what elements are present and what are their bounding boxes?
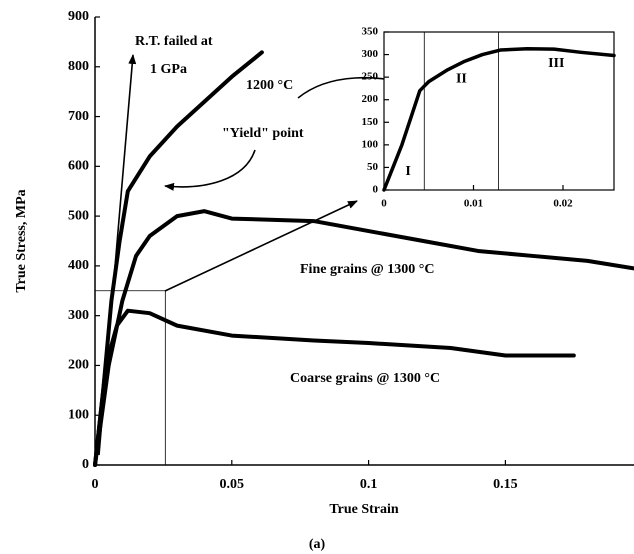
y-tick-label: 50 <box>367 161 379 173</box>
curve <box>93 308 576 467</box>
zoom-arrow <box>164 200 358 292</box>
y-tick-label: 250 <box>362 71 379 83</box>
series-label: 1200 °C <box>246 78 293 93</box>
series-label: Coarse grains @ 1300 °C <box>290 371 440 386</box>
region-label: III <box>548 56 564 71</box>
y-tick-label: 200 <box>362 93 379 105</box>
x-axis-label: True Strain <box>329 502 399 517</box>
y-tick-label: 300 <box>362 48 379 60</box>
curve <box>93 209 634 467</box>
y-tick-label: 100 <box>68 407 89 422</box>
y-tick-label: 900 <box>68 9 89 24</box>
y-tick-label: 800 <box>68 59 89 74</box>
annotation: R.T. failed at <box>135 34 213 49</box>
caption: (a) <box>309 537 326 552</box>
region-label: II <box>456 72 467 87</box>
x-tick-label: 0.1 <box>360 477 378 492</box>
curve <box>93 50 264 467</box>
y-tick-label: 700 <box>68 109 89 124</box>
curve <box>382 46 616 192</box>
annotation: 1 GPa <box>150 62 187 77</box>
annotation: "Yield" point <box>222 126 304 141</box>
x-tick-label: 0.05 <box>220 477 245 492</box>
region-label: I <box>405 164 410 179</box>
y-axis-label: True Stress, MPa <box>14 189 29 292</box>
inset-frame <box>383 31 615 191</box>
rt-arrow <box>98 54 137 456</box>
y-tick-label: 500 <box>68 208 89 223</box>
series-label: Fine grains @ 1300 °C <box>300 262 435 277</box>
y-tick-label: 0 <box>373 184 379 196</box>
x-tick-label: 0.01 <box>464 198 483 210</box>
y-tick-label: 600 <box>68 159 89 174</box>
y-tick-label: 0 <box>82 457 89 472</box>
x-tick-label: 0.02 <box>553 198 573 210</box>
yield-arrow <box>164 149 256 191</box>
x-tick-label: 0.15 <box>493 477 518 492</box>
y-tick-label: 150 <box>362 116 379 128</box>
x-tick-label: 0 <box>92 477 99 492</box>
x-tick-label: 0 <box>381 198 387 210</box>
y-tick-label: 300 <box>68 308 89 323</box>
y-tick-label: 200 <box>68 358 89 373</box>
y-tick-label: 350 <box>362 26 379 38</box>
y-tick-label: 400 <box>68 258 89 273</box>
y-tick-label: 100 <box>362 138 379 150</box>
